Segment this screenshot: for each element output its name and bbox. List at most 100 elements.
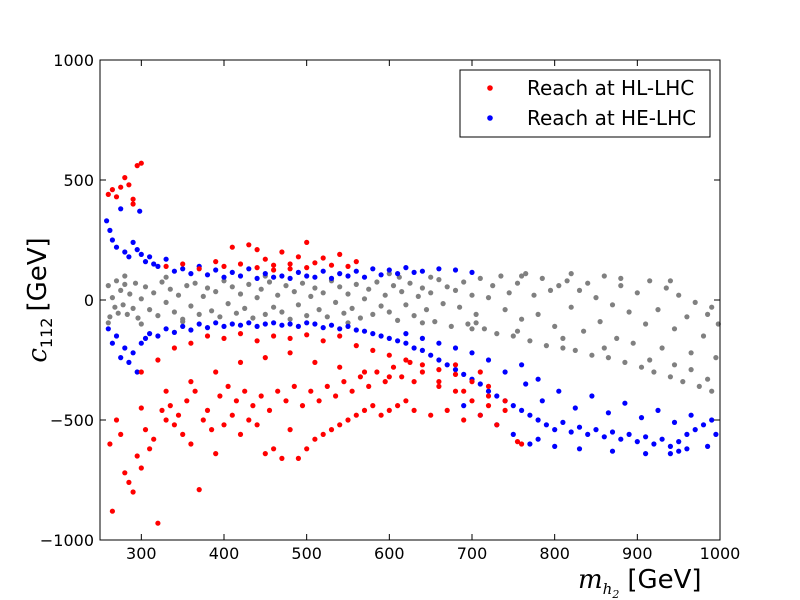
point-reach-at-he-lhc-148 (403, 331, 409, 337)
point-reach-at-he-lhc-80 (312, 321, 318, 327)
point-background-163 (688, 367, 694, 373)
point-background-120 (576, 287, 583, 293)
point-reach-at-hl-lhc-146 (163, 388, 169, 394)
point-reach-at-he-lhc-154 (535, 436, 541, 442)
point-reach-at-he-lhc-153 (461, 403, 467, 409)
point-reach-at-he-lhc-145 (452, 345, 459, 351)
point-reach-at-hl-lhc-56 (295, 455, 301, 461)
point-background-93 (465, 321, 471, 327)
point-background-25 (184, 283, 190, 289)
point-background-80 (411, 313, 417, 319)
point-reach-at-hl-lhc-5 (126, 182, 132, 188)
point-reach-at-he-lhc-56 (130, 350, 136, 356)
point-reach-at-he-lhc-58 (138, 340, 144, 346)
point-reach-at-he-lhc-156 (576, 446, 583, 452)
point-background-173 (180, 319, 186, 325)
point-reach-at-hl-lhc-158 (461, 388, 467, 394)
point-reach-at-hl-lhc-15 (126, 479, 132, 485)
point-reach-at-he-lhc-160 (705, 443, 711, 449)
point-background-179 (671, 362, 678, 368)
point-reach-at-hl-lhc-76 (378, 412, 384, 418)
point-reach-at-hl-lhc-124 (221, 263, 227, 269)
point-reach-at-hl-lhc-1 (109, 187, 115, 193)
point-reach-at-he-lhc-41 (378, 272, 384, 278)
point-background-57 (316, 307, 322, 313)
point-reach-at-he-lhc-97 (452, 367, 459, 373)
point-reach-at-hl-lhc-86 (428, 412, 434, 418)
point-background-68 (361, 296, 368, 302)
x-tick-label-700: 700 (457, 544, 488, 563)
point-reach-at-he-lhc-146 (436, 340, 442, 346)
point-background-36 (229, 284, 235, 290)
point-background-111 (539, 275, 545, 281)
point-background-64 (345, 291, 351, 297)
point-reach-at-hl-lhc-156 (411, 379, 417, 385)
point-reach-at-he-lhc-36 (337, 271, 343, 277)
point-background-31 (209, 308, 215, 314)
point-reach-at-he-lhc-66 (196, 321, 202, 327)
point-reach-at-he-lhc-88 (378, 333, 384, 339)
point-background-127 (605, 355, 612, 361)
legend-label-hl-lhc: Reach at HL-LHC (527, 76, 694, 100)
point-background-119 (572, 347, 578, 353)
point-reach-at-hl-lhc-83 (407, 359, 413, 365)
point-reach-at-he-lhc-47 (436, 266, 442, 272)
point-background-13 (135, 315, 141, 321)
point-background-42 (254, 295, 260, 301)
point-background-61 (333, 299, 339, 305)
point-reach-at-hl-lhc-111 (353, 343, 359, 349)
point-reach-at-hl-lhc-107 (287, 335, 293, 341)
point-reach-at-he-lhc-8 (134, 247, 140, 253)
point-background-4 (113, 278, 120, 284)
x-axis-subscript: h (603, 580, 613, 598)
point-reach-at-he-lhc-48 (452, 267, 459, 273)
point-reach-at-he-lhc-25 (246, 266, 252, 272)
point-reach-at-he-lhc-157 (609, 448, 616, 454)
point-reach-at-hl-lhc-54 (287, 427, 293, 433)
point-background-128 (609, 302, 616, 308)
point-reach-at-he-lhc-26 (254, 275, 260, 281)
point-background-167 (514, 328, 521, 334)
point-reach-at-he-lhc-141 (502, 369, 508, 375)
point-reach-at-hl-lhc-25 (167, 403, 173, 409)
point-reach-at-he-lhc-159 (676, 448, 682, 454)
point-background-139 (655, 307, 661, 313)
point-background-137 (647, 278, 653, 284)
point-reach-at-he-lhc-76 (279, 322, 285, 328)
point-background-103 (506, 290, 512, 296)
point-reach-at-hl-lhc-128 (254, 265, 260, 271)
point-background-63 (341, 310, 347, 316)
point-background-0 (105, 283, 111, 289)
point-reach-at-he-lhc-42 (386, 267, 392, 273)
point-reach-at-he-lhc-31 (295, 269, 301, 275)
point-reach-at-he-lhc-27 (262, 271, 268, 277)
point-background-99 (490, 283, 496, 289)
point-reach-at-hl-lhc-91 (469, 398, 475, 404)
point-reach-at-he-lhc-138 (671, 419, 678, 425)
point-reach-at-hl-lhc-84 (411, 407, 417, 413)
point-background-175 (138, 321, 144, 327)
point-reach-at-hl-lhc-150 (262, 355, 268, 361)
point-background-146 (684, 314, 690, 320)
point-background-157 (469, 326, 475, 332)
point-reach-at-hl-lhc-21 (151, 436, 157, 442)
point-background-46 (271, 304, 277, 310)
point-reach-at-he-lhc-69 (221, 323, 227, 329)
point-reach-at-he-lhc-150 (510, 431, 516, 437)
point-background-88 (444, 284, 450, 290)
point-reach-at-hl-lhc-100 (171, 345, 177, 351)
point-reach-at-hl-lhc-3 (118, 184, 124, 190)
point-reach-at-he-lhc-32 (304, 273, 310, 279)
point-reach-at-he-lhc-106 (527, 412, 533, 418)
point-background-3 (112, 304, 118, 310)
point-background-124 (593, 295, 599, 301)
point-background-142 (667, 374, 674, 380)
point-reach-at-hl-lhc-138 (337, 251, 343, 257)
point-reach-at-he-lhc-83 (337, 326, 343, 332)
point-reach-at-hl-lhc-108 (304, 332, 310, 338)
point-background-65 (349, 305, 355, 311)
point-reach-at-he-lhc-75 (271, 320, 277, 326)
x-axis-symbol: m (578, 565, 603, 595)
point-reach-at-hl-lhc-72 (361, 407, 368, 413)
point-reach-at-hl-lhc-132 (287, 261, 293, 267)
